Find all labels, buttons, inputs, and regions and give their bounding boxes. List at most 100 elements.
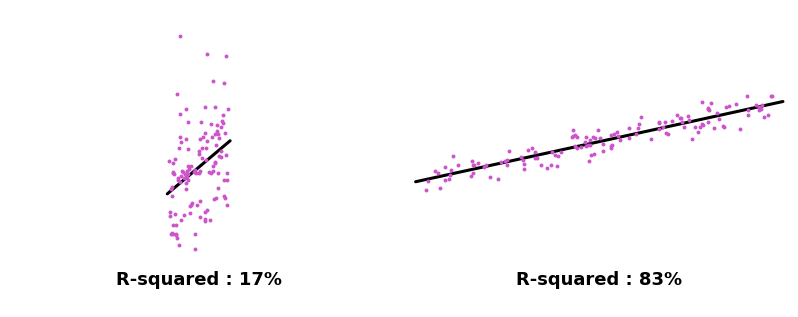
Point [191, 202, 203, 207]
Point [583, 159, 595, 164]
Point [219, 130, 232, 135]
Point [211, 171, 224, 176]
Point [622, 135, 635, 140]
Point [571, 146, 583, 151]
Point [585, 152, 598, 157]
Point [657, 125, 670, 130]
Point [591, 128, 604, 133]
Point [516, 157, 529, 162]
Point [181, 175, 194, 180]
Point [717, 123, 729, 128]
Point [589, 135, 602, 140]
Point [210, 196, 223, 201]
Point [164, 231, 177, 236]
Point [163, 158, 176, 164]
Point [521, 147, 534, 152]
Point [694, 125, 707, 130]
Point [171, 91, 184, 96]
Point [217, 81, 230, 86]
Point [180, 180, 193, 185]
Point [434, 186, 447, 191]
Point [177, 176, 190, 181]
Point [580, 144, 593, 149]
Point [173, 112, 186, 117]
Point [176, 169, 189, 174]
Point [766, 94, 779, 99]
Point [710, 110, 723, 115]
Point [495, 159, 508, 164]
Point [567, 127, 579, 133]
Point [549, 152, 562, 157]
Point [178, 212, 191, 217]
Point [164, 187, 177, 192]
Point [205, 171, 218, 176]
Point [219, 195, 231, 200]
Point [215, 154, 227, 159]
Point [689, 124, 701, 129]
Point [696, 122, 709, 127]
Point [741, 93, 753, 98]
Point [729, 102, 742, 107]
Point [756, 103, 768, 108]
Point [671, 113, 684, 118]
Point [211, 132, 224, 137]
Point [468, 163, 480, 168]
Point [701, 106, 714, 111]
Point [431, 171, 444, 176]
Point [176, 168, 188, 173]
Point [211, 123, 223, 128]
Point [185, 202, 198, 207]
Point [697, 122, 709, 127]
Point [546, 150, 559, 155]
Point [193, 151, 206, 156]
Point [674, 115, 686, 120]
Point [467, 162, 480, 167]
Point [208, 197, 221, 202]
Point [205, 122, 218, 127]
Point [172, 146, 185, 151]
Point [452, 163, 464, 168]
Point [222, 107, 235, 112]
Point [517, 167, 530, 172]
Point [515, 154, 527, 159]
Point [175, 217, 188, 223]
Point [215, 148, 227, 153]
Point [466, 171, 479, 176]
Point [429, 169, 441, 174]
Point [653, 120, 666, 125]
Point [189, 168, 202, 173]
Point [579, 134, 592, 139]
Point [685, 136, 698, 141]
Point [181, 146, 194, 151]
Point [674, 116, 687, 121]
Point [200, 158, 212, 163]
Point [623, 126, 636, 131]
Point [166, 170, 179, 175]
Point [571, 134, 583, 139]
Point [492, 177, 504, 182]
Point [221, 170, 234, 175]
Point [704, 100, 717, 105]
Point [652, 126, 665, 131]
Point [181, 171, 194, 176]
Point [172, 242, 185, 247]
Point [422, 178, 435, 184]
Point [662, 132, 674, 137]
Point [211, 185, 224, 191]
Point [192, 148, 205, 153]
Point [658, 120, 671, 125]
Point [203, 217, 216, 222]
Point [180, 106, 192, 111]
Point [164, 213, 176, 218]
Point [199, 210, 211, 215]
Point [220, 178, 233, 183]
Point [217, 177, 230, 182]
Point [503, 148, 516, 153]
Point [181, 178, 194, 183]
Point [529, 150, 542, 155]
Point [753, 108, 766, 113]
Point [605, 142, 618, 147]
Point [209, 160, 222, 165]
Point [701, 107, 714, 112]
Point [713, 116, 725, 121]
